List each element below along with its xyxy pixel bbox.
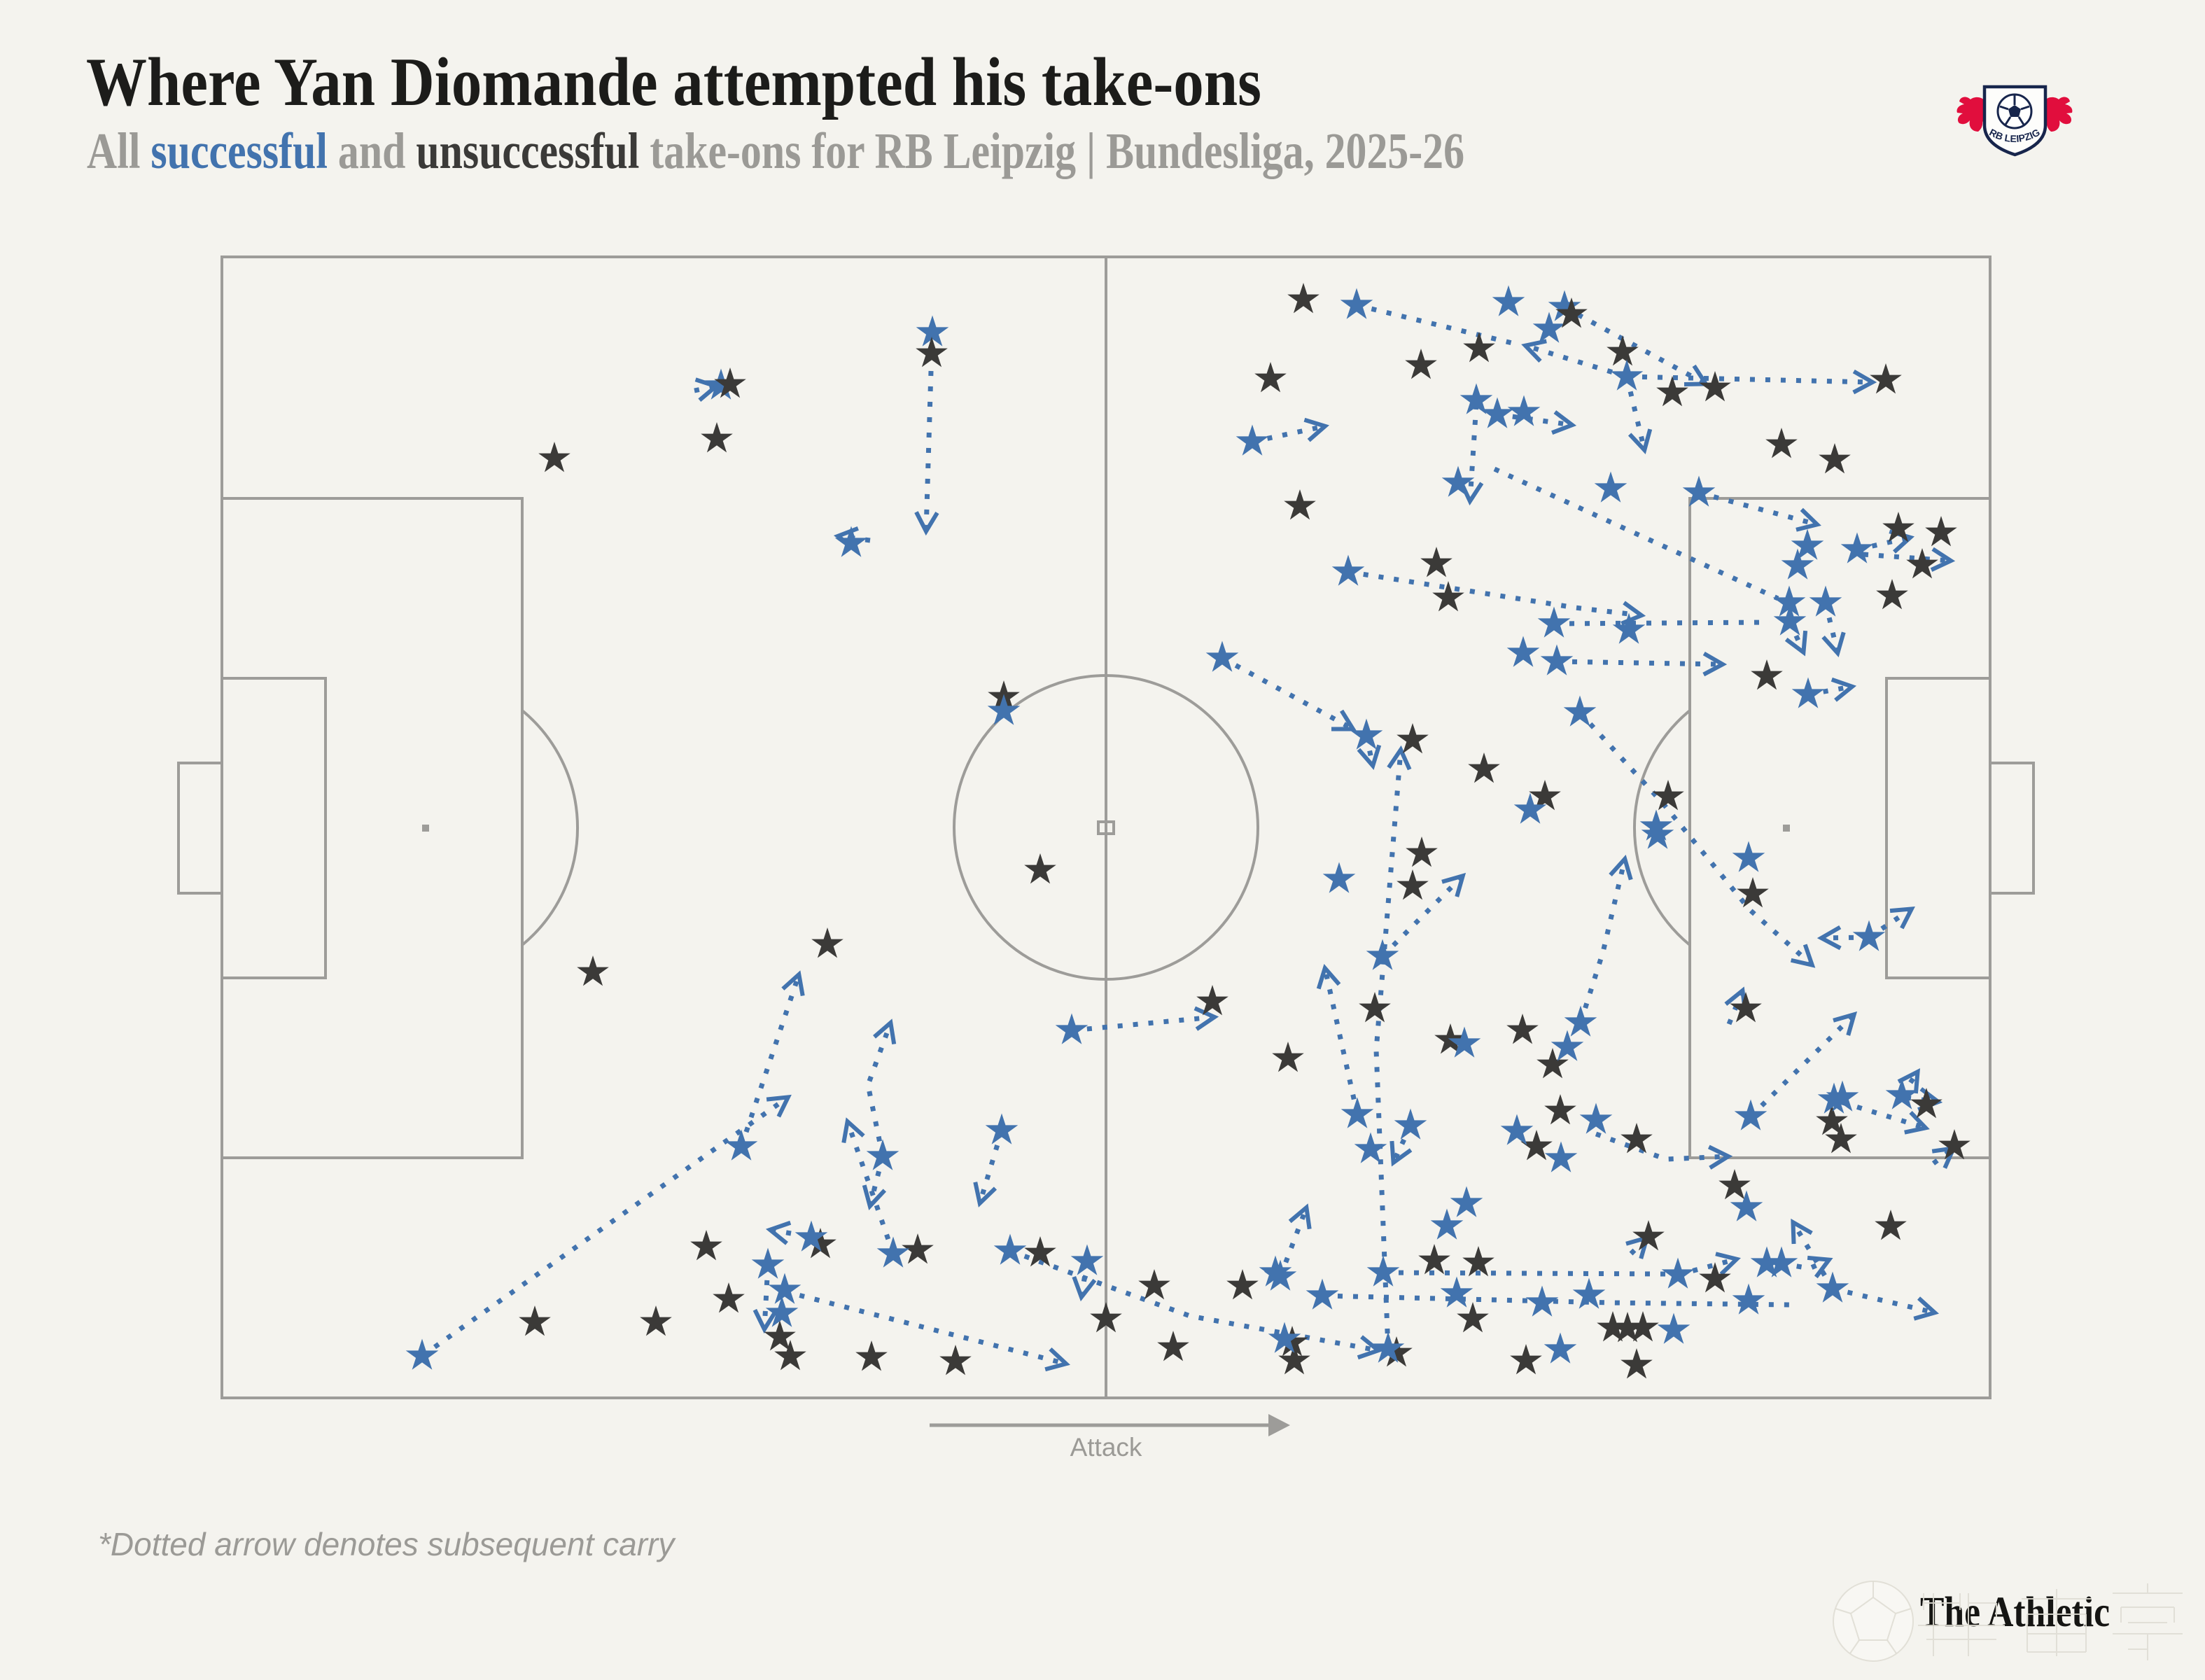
svg-text:*Dotted arrow denotes subseque: *Dotted arrow denotes subsequent carry — [98, 1526, 676, 1562]
svg-text:The Athletic: The Athletic — [1920, 1589, 2110, 1636]
svg-text:All successful and unsuccessfu: All successful and unsuccessful take-ons… — [87, 122, 1464, 179]
svg-text:Where Yan Diomande attempted h: Where Yan Diomande attempted his take-on… — [86, 44, 1261, 120]
svg-text:Attack: Attack — [1070, 1433, 1142, 1462]
